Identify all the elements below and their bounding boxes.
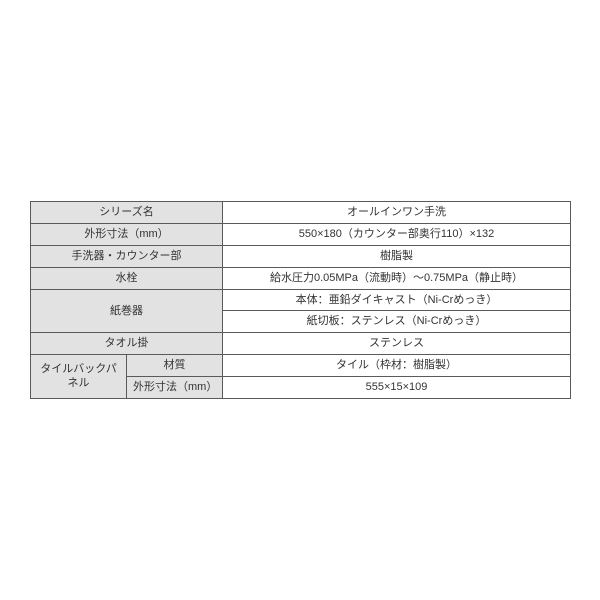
table-row: 水栓 給水圧力0.05MPa（流動時）～0.75MPa（静止時）	[31, 267, 571, 289]
table-row: 紙巻器 本体：亜鉛ダイキャスト（Ni-Crめっき）	[31, 289, 571, 311]
label-basin-counter: 手洗器・カウンター部	[31, 245, 223, 267]
table-row: タイルバックパネル 材質 タイル（枠材：樹脂製）	[31, 355, 571, 377]
label-outer-dims: 外形寸法（mm）	[31, 224, 223, 246]
table-row: シリーズ名 オールインワン手洗	[31, 202, 571, 224]
table-row: タオル掛 ステンレス	[31, 333, 571, 355]
label-paper-holder: 紙巻器	[31, 289, 223, 333]
value-towel: ステンレス	[223, 333, 571, 355]
table-row: 手洗器・カウンター部 樹脂製	[31, 245, 571, 267]
value-basin-counter: 樹脂製	[223, 245, 571, 267]
label-tile-material: 材質	[127, 355, 223, 377]
spec-table-container: シリーズ名 オールインワン手洗 外形寸法（mm） 550×180（カウンター部奥…	[30, 201, 570, 399]
value-tile-dims: 555×15×109	[223, 376, 571, 398]
label-tile-panel: タイルバックパネル	[31, 355, 127, 399]
label-series-name: シリーズ名	[31, 202, 223, 224]
label-tile-dims: 外形寸法（mm）	[127, 376, 223, 398]
value-series-name: オールインワン手洗	[223, 202, 571, 224]
value-tile-material: タイル（枠材：樹脂製）	[223, 355, 571, 377]
spec-table: シリーズ名 オールインワン手洗 外形寸法（mm） 550×180（カウンター部奥…	[30, 201, 571, 399]
value-outer-dims: 550×180（カウンター部奥行110）×132	[223, 224, 571, 246]
value-paper-holder-line1: 本体：亜鉛ダイキャスト（Ni-Crめっき）	[223, 289, 571, 311]
value-faucet: 給水圧力0.05MPa（流動時）～0.75MPa（静止時）	[223, 267, 571, 289]
label-faucet: 水栓	[31, 267, 223, 289]
value-paper-holder-line2: 紙切板：ステンレス（Ni-Crめっき）	[223, 311, 571, 333]
table-row: 外形寸法（mm） 550×180（カウンター部奥行110）×132	[31, 224, 571, 246]
label-towel: タオル掛	[31, 333, 223, 355]
